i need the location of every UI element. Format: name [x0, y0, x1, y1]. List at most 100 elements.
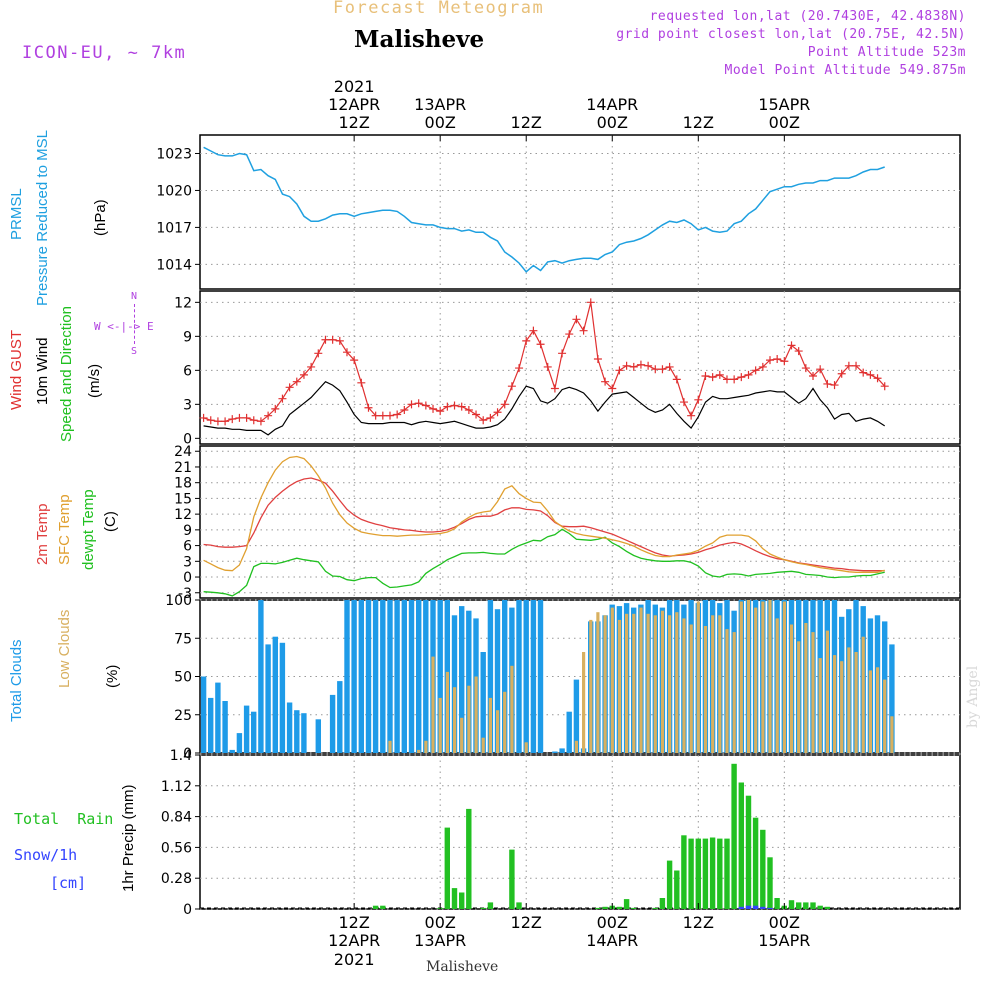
gust-marker: [500, 400, 509, 409]
gust-marker: [299, 370, 308, 379]
gust-marker: [292, 377, 301, 386]
rain-bar: [724, 838, 730, 909]
gust-marker: [773, 355, 782, 363]
gust-marker: [350, 356, 359, 365]
gust-marker: [672, 375, 681, 384]
total-cloud-bar: [487, 600, 494, 753]
rain-bar: [509, 849, 515, 909]
low-cloud-bar: [653, 615, 657, 753]
total-cloud-bar: [272, 636, 278, 753]
footer-location: Malisheve: [426, 959, 499, 975]
low-cloud-bar: [503, 691, 507, 753]
tsfc-line: [203, 455, 885, 573]
rain-bar: [824, 906, 830, 909]
snow-bar: [760, 906, 766, 909]
gust-marker: [443, 402, 452, 411]
rain-bar: [595, 907, 601, 909]
gust-marker: [507, 382, 516, 391]
gust-marker: [321, 335, 330, 344]
low-cloud-bar: [775, 618, 779, 753]
requested-coords: requested lon,lat (20.7430E, 42.4838N): [649, 9, 966, 24]
gust-marker: [342, 348, 351, 357]
rain-bar: [752, 817, 759, 909]
rain-bar: [817, 905, 823, 909]
low-cloud-bar: [768, 600, 772, 753]
total-cloud-bar: [459, 606, 465, 753]
temperature-y-tick-label: 9: [183, 523, 192, 539]
gust-marker: [694, 395, 703, 404]
model-label: ICON-EU, ~ 7km: [22, 43, 187, 63]
low-cloud-bar: [761, 601, 765, 753]
low-cloud-bar: [696, 601, 700, 753]
gust-marker: [809, 372, 818, 380]
rain-bar: [681, 835, 687, 909]
gust-marker: [751, 366, 760, 375]
rain-bar: [702, 838, 709, 909]
top-axis-time-label: 00Z: [769, 113, 800, 132]
bottom-axis-time-label: 00Z: [769, 913, 800, 932]
clouds-y-tick-label: 0: [183, 746, 192, 762]
gust-marker: [629, 362, 638, 371]
gust-marker: [213, 417, 222, 426]
clouds-y-tick-label: 50: [174, 670, 192, 686]
rain-bar: [688, 838, 694, 909]
gust-marker: [550, 384, 559, 393]
low-cloud-bar: [861, 636, 865, 753]
total-cloud-bar: [566, 711, 572, 753]
rain-bar: [659, 898, 666, 909]
low-cloud-bar: [797, 641, 801, 753]
gust-marker: [386, 411, 394, 420]
total-cloud-bar: [494, 609, 501, 753]
rain-bar: [466, 808, 472, 909]
low-cloud-bar: [660, 610, 665, 753]
snow-bar: [745, 905, 752, 909]
wind-speed-line: [203, 380, 886, 436]
gust-marker: [866, 370, 875, 379]
gust-marker: [572, 315, 581, 324]
low-cloud-bar: [754, 607, 758, 753]
gust-marker: [357, 378, 366, 387]
gust-marker: [543, 362, 552, 371]
gust-marker: [823, 379, 832, 388]
total-cloud-bar: [502, 600, 508, 753]
clouds-y-tick-label: 25: [174, 708, 192, 724]
total-cloud-bar: [387, 600, 393, 753]
gust-marker: [787, 341, 796, 350]
precip-y-tick-label: 1.12: [161, 779, 192, 795]
low-cloud-bar: [833, 655, 837, 753]
rain-bar: [480, 907, 486, 909]
wind-y-tick-label: 12: [174, 295, 192, 311]
pressure-y-tick-label: 1020: [156, 183, 192, 199]
gust-marker: [859, 368, 868, 377]
gust-marker: [744, 370, 753, 379]
total-cloud-bar: [265, 644, 271, 753]
gust-marker: [708, 373, 717, 382]
temperature-y-tick-label: 24: [174, 444, 192, 460]
total-cloud-bar: [559, 748, 565, 753]
gust-marker: [608, 384, 617, 393]
gust-marker: [558, 349, 567, 358]
low-cloud-bar: [388, 740, 392, 753]
total-cloud-bar: [537, 600, 544, 753]
top-axis-time-label: 12Z: [683, 113, 714, 132]
low-cloud-bar: [617, 619, 622, 753]
bottom-axis-time-label: 12Z: [511, 913, 542, 932]
clouds-y-tick-label: 75: [174, 631, 192, 647]
top-axis-date-label: 12APR: [328, 95, 380, 114]
low-cloud-bar: [825, 630, 829, 753]
gust-marker: [464, 406, 473, 414]
rain-bar: [738, 782, 744, 909]
total-cloud-bar: [315, 719, 321, 753]
rain-bar: [709, 837, 716, 909]
bottom-axis-time-label: 12Z: [683, 913, 714, 932]
wind-y-tick-label: 9: [183, 329, 192, 345]
rain-bar: [774, 898, 780, 909]
rain-bar: [652, 907, 658, 909]
low-cloud-bar: [711, 615, 715, 753]
total-cloud-bar: [215, 682, 221, 753]
temperature-y-tick-label: 18: [174, 476, 192, 492]
low-cloud-bar: [883, 679, 887, 753]
low-cloud-bar: [467, 685, 471, 753]
gust-marker: [249, 416, 258, 425]
rain-bar: [616, 906, 623, 909]
